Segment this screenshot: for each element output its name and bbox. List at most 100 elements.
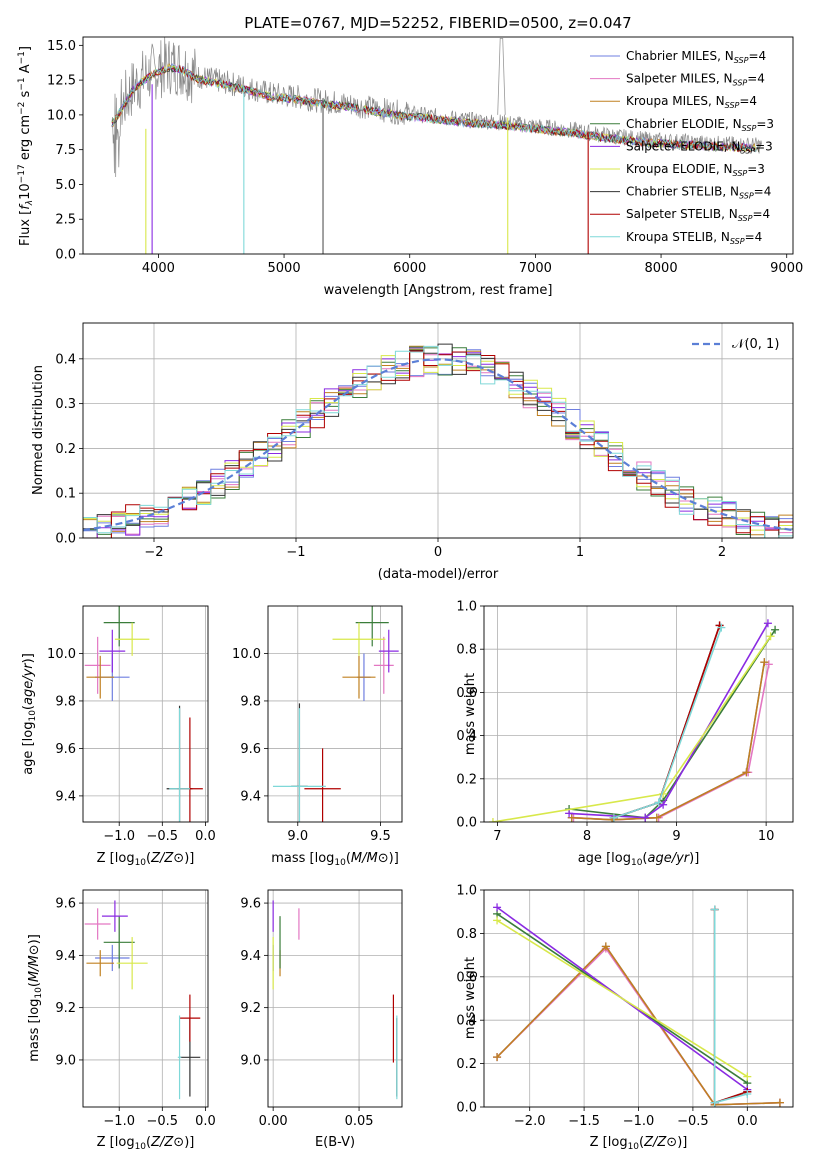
y-tick-label: 9.6 xyxy=(55,897,76,912)
histogram-step xyxy=(83,345,793,538)
error-point xyxy=(373,636,394,694)
plus-marker xyxy=(760,658,769,667)
plus-marker xyxy=(775,1098,784,1107)
spectrum-frame xyxy=(82,36,794,255)
plus-marker xyxy=(652,813,661,822)
y-tick-label: 1.0 xyxy=(456,600,477,615)
y-tick-label: 0.0 xyxy=(456,1101,477,1116)
y-tick-label: 12.5 xyxy=(47,74,76,89)
figure-title: PLATE=0767, MJD=52252, FIBERID=0500, z=0… xyxy=(244,14,631,32)
plus-marker xyxy=(601,942,610,951)
mass-weight-vs-age-axes: 7 8 9 10 0.0 0.2 0.4 0.6 0.8 1.0 xyxy=(456,600,793,844)
error-point xyxy=(179,994,201,1042)
legend-label: Salpeter ELODIE, NSSP=3 xyxy=(626,139,773,155)
x-axis-label: E(B-V) xyxy=(315,1135,355,1150)
age-vs-Z-points xyxy=(84,606,203,822)
error-point xyxy=(99,629,126,673)
legend-item: Salpeter MILES, NSSP=4 xyxy=(590,72,765,88)
legend-item: Kroupa STELIB, NSSP=4 xyxy=(590,230,762,246)
y-tick-label: 0.4 xyxy=(55,352,76,367)
x-tick-label: −0.5 xyxy=(147,1114,179,1129)
x-tick-label: 7000 xyxy=(519,261,552,276)
legend: Chabrier MILES, NSSP=4 Salpeter MILES, NS… xyxy=(590,49,774,246)
histogram-step xyxy=(83,348,793,538)
y-tick-label: 0.6 xyxy=(456,686,477,701)
x-tick-label: 0.0 xyxy=(195,829,216,844)
plus-marker xyxy=(659,800,668,809)
x-axis-label: mass [log10(M/M⊙)] xyxy=(271,851,399,868)
y-tick-label: 10.0 xyxy=(232,647,261,662)
y-tick-label: 1.0 xyxy=(456,884,477,899)
spectrum-lines xyxy=(111,37,762,254)
legend-label: 𝒩(0, 1) xyxy=(732,337,779,352)
age-vs-mass-axes: 9.0 9.5 9.4 9.6 9.8 10.0 xyxy=(232,606,402,844)
y-tick-label: 0.0 xyxy=(55,532,76,547)
plus-marker xyxy=(710,905,719,914)
plus-marker xyxy=(493,1053,502,1062)
x-tick-label: −1.0 xyxy=(103,1114,135,1129)
x-tick-label: 4000 xyxy=(142,261,175,276)
mass-weight-vs-Z-frame xyxy=(483,889,794,1108)
y-tick-label: 0.2 xyxy=(456,772,477,787)
error-point xyxy=(84,908,111,940)
y-tick-label: 5.0 xyxy=(55,178,76,193)
legend-label: Kroupa MILES, NSSP=4 xyxy=(626,94,757,110)
y-axis-label: mass weight xyxy=(463,673,478,755)
age-vs-mass-frame xyxy=(267,605,403,823)
series-line xyxy=(569,622,769,819)
mass-weight-vs-Z-axes: −2.0 −1.5 −1.0 −0.5 0.0 0.0 0.2 0.4 0.6 0.8 1.0 xyxy=(456,884,793,1129)
legend-label: Chabrier ELODIE, NSSP=3 xyxy=(626,117,774,133)
y-tick-label: 9.0 xyxy=(240,1053,261,1068)
plus-marker xyxy=(641,813,650,822)
y-tick-label: 9.0 xyxy=(55,1053,76,1068)
x-tick-label: 5000 xyxy=(268,261,301,276)
legend-label: Salpeter STELIB, NSSP=4 xyxy=(626,207,770,223)
x-tick-label: 9000 xyxy=(770,261,803,276)
series-line xyxy=(569,629,776,819)
plus-marker xyxy=(609,813,618,822)
legend-label: Salpeter MILES, NSSP=4 xyxy=(626,72,765,88)
plus-marker xyxy=(493,916,502,925)
x-tick-label: 0.00 xyxy=(259,1114,288,1129)
x-tick-label: 0.05 xyxy=(345,1114,374,1129)
plus-marker xyxy=(763,619,772,628)
x-axis-label: Z [log10(Z/Z⊙)] xyxy=(97,1135,195,1152)
error-point xyxy=(342,655,376,699)
mass-vs-ebv-axes: 0.00 0.05 9.0 9.2 9.4 9.6 xyxy=(240,890,402,1129)
spectrum-axes: 4000 5000 6000 7000 8000 9000 0.0 2.5 5.0 7.5 10.0… xyxy=(47,39,803,276)
residuals-frame xyxy=(82,322,794,539)
y-tick-label: 9.6 xyxy=(55,742,76,757)
x-axis-label: wavelength [Angstrom, rest frame] xyxy=(324,283,553,298)
legend-item: Salpeter STELIB, NSSP=4 xyxy=(590,207,770,223)
x-tick-label: 9.5 xyxy=(370,829,391,844)
error-point xyxy=(114,622,150,656)
y-axis-label: mass weight xyxy=(463,957,478,1039)
y-tick-label: 7.5 xyxy=(55,143,76,158)
x-axis-label: age [log10(age/yr)] xyxy=(578,851,700,868)
age-vs-Z-frame xyxy=(82,605,209,823)
error-point xyxy=(116,937,148,990)
legend-item: Kroupa MILES, NSSP=4 xyxy=(590,94,757,110)
error-point xyxy=(304,748,341,822)
y-tick-label: 9.4 xyxy=(240,949,261,964)
legend-label: Kroupa ELODIE, NSSP=3 xyxy=(626,162,765,178)
y-tick-label: 0.4 xyxy=(456,1014,477,1029)
y-tick-label: 9.8 xyxy=(55,694,76,709)
error-point xyxy=(84,636,111,694)
y-tick-label: 9.4 xyxy=(55,789,76,804)
error-point xyxy=(272,708,326,822)
y-tick-label: 10.0 xyxy=(47,647,76,662)
mass-weight-vs-Z-lines xyxy=(493,903,784,1107)
x-tick-label: 8 xyxy=(583,829,591,844)
legend-label: Kroupa STELIB, NSSP=4 xyxy=(626,230,762,246)
y-tick-label: 15.0 xyxy=(47,39,76,54)
plus-marker xyxy=(493,903,502,912)
histograms xyxy=(83,343,793,538)
plus-marker xyxy=(565,809,574,818)
plus-marker xyxy=(743,1089,752,1098)
error-point xyxy=(378,629,399,673)
y-tick-label: 9.8 xyxy=(240,694,261,709)
y-tick-label: 9.2 xyxy=(55,1001,76,1016)
error-point xyxy=(86,950,115,977)
